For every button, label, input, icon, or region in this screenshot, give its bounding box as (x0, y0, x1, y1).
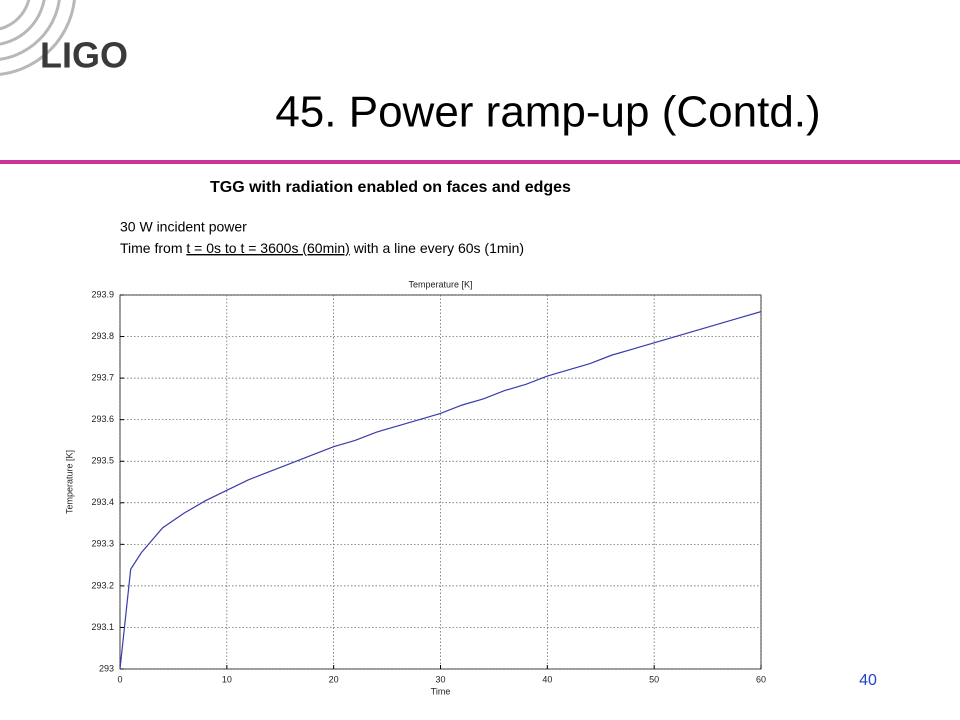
y-tick-label: 293.6 (91, 414, 114, 424)
y-tick-label: 293.8 (91, 331, 114, 341)
divider (0, 160, 960, 164)
note: Time from t = 0s to t = 3600s (60min) wi… (120, 240, 524, 256)
chart: 293 293.1 293.2 293.3 293.4 293.5 293.6 293.7 29… (64, 279, 766, 696)
heading: TGG with radiation enabled on faces and … (210, 179, 571, 196)
note: 30 W incident power (120, 219, 247, 235)
y-tick-label: 293.5 (91, 456, 114, 466)
note-part: t = 0s to t = 3600s (60min) (186, 240, 349, 256)
y-tick-label: 293 (99, 663, 114, 673)
note-part: with a line every 60s (1min) (353, 240, 524, 256)
y-tick-label: 293.4 (91, 497, 114, 507)
note-part: Time from (120, 240, 182, 256)
y-tick-label: 293.2 (91, 580, 114, 590)
x-tick-label: 20 (329, 674, 339, 684)
x-axis-label: Time (431, 686, 451, 696)
logo: LIGO (40, 35, 128, 76)
y-axis-label: Temperature [K] (64, 450, 74, 514)
x-tick-label: 10 (222, 674, 232, 684)
y-tick-label: 293.9 (91, 289, 114, 299)
data-line (119, 311, 762, 670)
page-number: 40 (859, 672, 877, 689)
x-tick-label: 30 (435, 674, 445, 684)
y-tick-label: 293.3 (91, 539, 114, 549)
y-tick-label: 293.1 (91, 622, 114, 632)
chart-title: Temperature [K] (408, 279, 472, 289)
x-tick-label: 60 (756, 674, 766, 684)
y-tick-label: 293.7 (91, 372, 114, 382)
x-tick-label: 0 (117, 674, 122, 684)
x-tick-label: 40 (542, 674, 552, 684)
x-tick-label: 50 (649, 674, 659, 684)
slide-title: 45. Power ramp-up (Contd.) (275, 88, 820, 137)
